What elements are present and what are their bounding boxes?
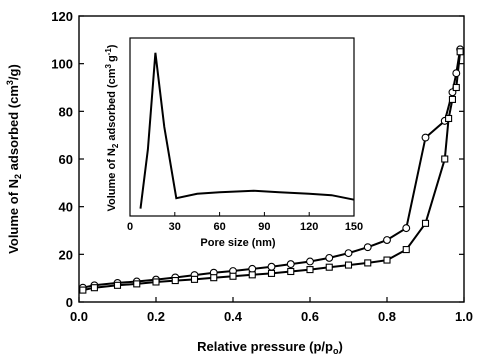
circle-data-point — [345, 250, 352, 257]
y-tick-label: 100 — [51, 57, 73, 72]
x-tick-label: 0.4 — [224, 309, 243, 324]
square-data-point — [346, 262, 352, 268]
inset-x-tick-label: 120 — [300, 221, 318, 233]
square-data-point — [211, 275, 217, 281]
square-data-point — [307, 267, 313, 273]
y-tick-label: 20 — [59, 247, 73, 262]
square-data-point — [172, 278, 178, 284]
x-tick-label: 0.2 — [147, 309, 165, 324]
x-tick-label: 1.0 — [455, 309, 473, 324]
square-data-point — [192, 276, 198, 282]
circle-data-point — [249, 265, 256, 272]
square-data-point — [153, 279, 159, 285]
circle-data-point — [422, 134, 429, 141]
square-data-point — [457, 49, 463, 55]
circle-data-point — [268, 263, 275, 270]
x-tick-label: 0.8 — [378, 309, 396, 324]
inset-x-axis-title: Pore size (nm) — [200, 237, 276, 249]
square-data-point — [442, 156, 448, 162]
inset-x-tick-label: 0 — [127, 221, 133, 233]
inset-y-axis-title-part-3: g — [106, 55, 118, 62]
inset-y-axis-title-part-4: ) — [106, 44, 118, 48]
circle-data-point — [326, 255, 333, 262]
circle-data-point — [307, 258, 314, 265]
y-tick-label: 80 — [59, 104, 73, 119]
main-y-axis-title-part-1: Volume of N — [6, 179, 21, 254]
inset-x-tick-label: 60 — [213, 221, 225, 233]
inset-y-axis-title-superscript-3: 3 — [104, 63, 113, 68]
square-data-point — [384, 257, 390, 263]
square-data-point — [365, 260, 371, 266]
square-data-point — [269, 270, 275, 276]
square-data-point — [134, 281, 140, 287]
circle-data-point — [453, 70, 460, 77]
y-tick-label: 120 — [51, 9, 73, 24]
inset-y-axis-title-part-1: Volume of N — [106, 148, 118, 211]
square-data-point — [453, 85, 459, 91]
square-data-point — [288, 268, 294, 274]
circle-data-point — [403, 225, 410, 232]
main-y-axis-title: Volume of N2 adsorbed (cm3/g) — [5, 64, 23, 254]
main-y-axis-title-part-2: adsorbed (cm — [6, 85, 21, 174]
circle-data-point — [364, 244, 371, 251]
y-tick-label: 0 — [66, 295, 73, 310]
x-tick-label: 0.6 — [301, 309, 319, 324]
square-data-point — [423, 220, 429, 226]
inset-chart: 0 30 60 90 120 150 Pore size (nm) Volume of N… — [104, 38, 363, 249]
main-y-axis-title-part-3: /g) — [6, 64, 21, 80]
inset-x-tick-label: 90 — [258, 221, 270, 233]
main-x-axis-title: Relative pressure (p/po) — [197, 339, 343, 356]
square-data-point — [230, 273, 236, 279]
square-data-point — [403, 247, 409, 253]
square-data-point — [80, 287, 86, 293]
circle-data-point — [384, 237, 391, 244]
y-tick-label: 60 — [59, 152, 73, 167]
inset-y-axis-title: Volume of N2 adsorbed (cm3g-1) — [104, 44, 120, 211]
square-data-point — [326, 264, 332, 270]
x-tick-label: 0.0 — [70, 309, 88, 324]
main-x-axis-title-text: Relative pressure (p/p — [197, 339, 333, 354]
square-data-point — [91, 285, 97, 291]
y-tick-label: 40 — [59, 200, 73, 215]
inset-x-tick-label: 30 — [169, 221, 181, 233]
main-x-axis-title-close: ) — [338, 339, 342, 354]
inset-x-tick-label: 150 — [345, 221, 363, 233]
square-data-point — [249, 272, 255, 278]
square-data-point — [115, 282, 121, 288]
inset-y-axis-title-part-2: adsorbed (cm — [106, 68, 118, 143]
circle-data-point — [287, 261, 294, 268]
square-data-point — [446, 115, 452, 121]
square-data-point — [449, 96, 455, 102]
